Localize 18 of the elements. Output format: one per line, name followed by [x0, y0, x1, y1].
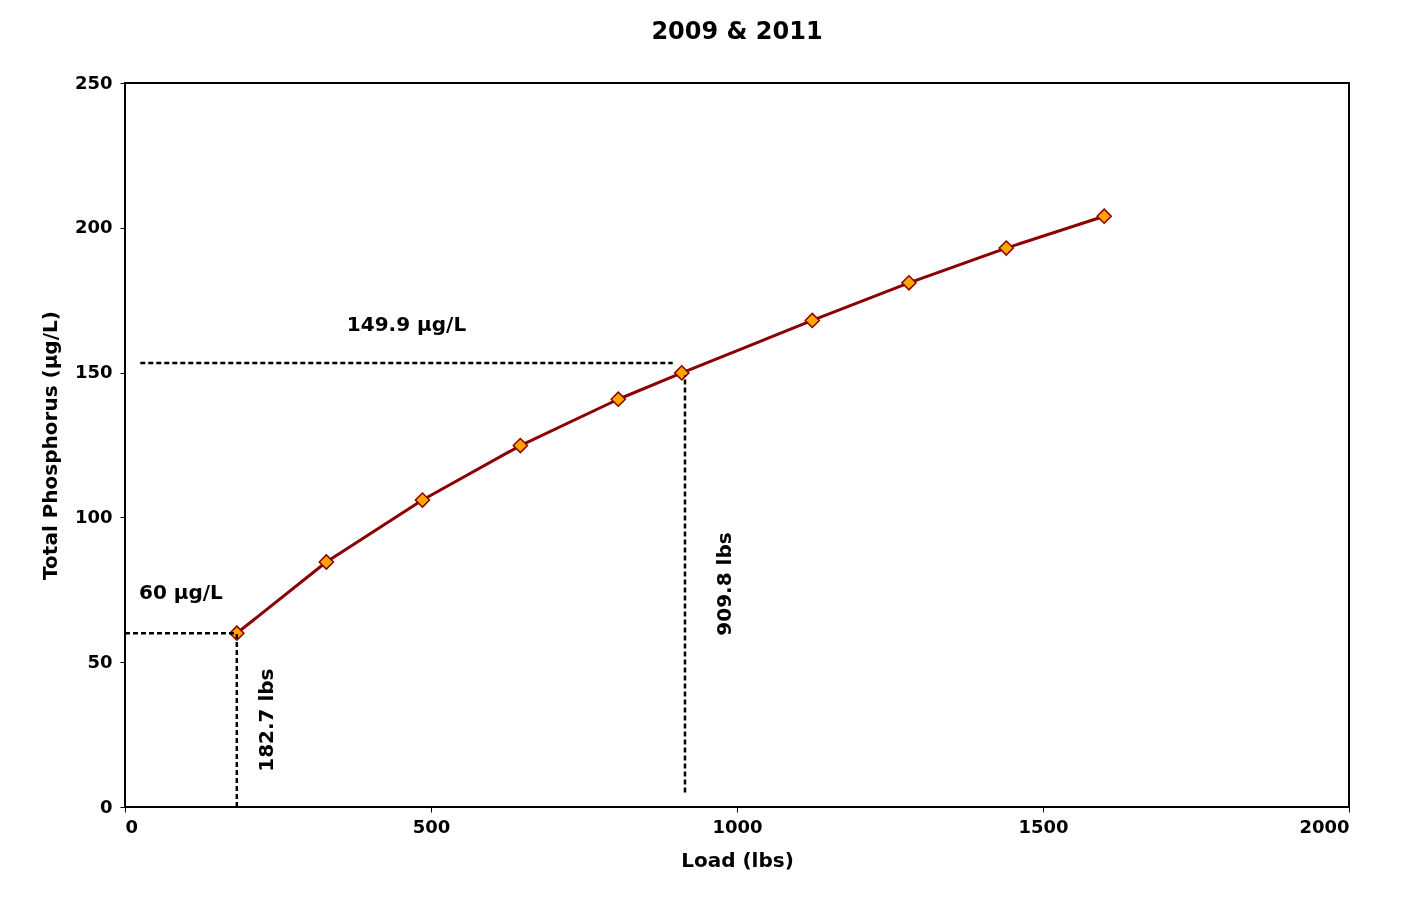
x-tick-label: 2000	[1299, 815, 1350, 837]
y-tick-label: 200	[74, 216, 113, 238]
x-tick-label: 1500	[1018, 815, 1069, 837]
annotation: 60 µg/L	[138, 580, 224, 605]
x-tick-label: 0	[125, 815, 139, 837]
x-axis-title: Load (lbs)	[681, 847, 794, 872]
y-axis-title: Total Phosphorus (µg/L)	[37, 311, 62, 580]
annotation: 909.8 lbs	[711, 532, 736, 636]
annotation: 182.7 lbs	[253, 668, 278, 772]
y-tick-label: 100	[74, 505, 113, 527]
annotation: 149.9 µg/L	[346, 312, 467, 337]
y-tick-label: 150	[74, 361, 113, 383]
chart-title: 2009 & 2011	[651, 17, 823, 45]
x-tick-label: 500	[412, 815, 451, 837]
y-tick-label: 0	[99, 795, 113, 817]
y-tick-label: 50	[87, 650, 113, 672]
x-tick-label: 1000	[712, 815, 763, 837]
y-tick-label: 250	[74, 71, 113, 93]
